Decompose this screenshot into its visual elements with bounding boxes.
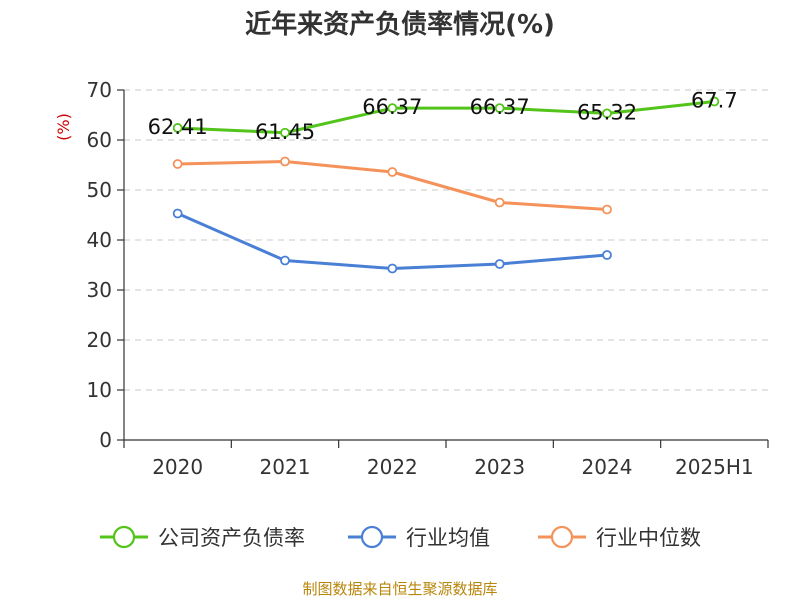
y-tick-label: 60	[87, 128, 112, 152]
x-tick-label: 2020	[152, 455, 203, 479]
legend-label: 行业均值	[406, 526, 490, 550]
x-tick-label: 2022	[367, 455, 418, 479]
x-tick-label: 2024	[582, 455, 633, 479]
data-label: 66.37	[362, 95, 422, 119]
data-label: 61.45	[255, 120, 315, 144]
x-tick-label: 2021	[260, 455, 311, 479]
series-line	[177, 100, 715, 135]
data-point	[172, 123, 183, 133]
data-point	[494, 103, 505, 114]
data-label: 66.37	[470, 95, 530, 119]
legend-label: 公司资产负债率	[158, 526, 305, 550]
data-point	[172, 159, 183, 169]
legend-swatch-marker	[112, 525, 136, 549]
data-point	[280, 127, 290, 138]
y-tick-label: 40	[87, 228, 112, 252]
data-point	[709, 96, 720, 107]
data-point	[387, 263, 398, 274]
series-line	[177, 212, 608, 270]
data-point	[280, 156, 290, 167]
y-tick-label: 70	[87, 78, 112, 102]
y-tick-label: 10	[87, 378, 112, 402]
x-tick-label: 2023	[474, 455, 525, 479]
chart-title: 近年来资产负债率情况(%)	[245, 10, 555, 40]
data-point	[172, 208, 183, 219]
data-point	[602, 204, 612, 215]
legend-swatch-marker	[360, 525, 384, 549]
data-label: 65.32	[577, 100, 637, 124]
data-point	[280, 255, 290, 266]
y-tick-label: 0	[99, 428, 112, 452]
y-tick-label: 50	[87, 178, 112, 202]
y-axis-label: (%)	[54, 113, 73, 141]
axes: 0 10 20 30 40 50 60 70 2020 2021 2022 2023 2024 2025H…	[87, 78, 769, 479]
legend-label: 行业中位数	[596, 526, 701, 550]
data-point	[387, 167, 398, 177]
data-label: 67.7	[691, 89, 738, 113]
data-point	[494, 197, 505, 208]
legend: 公司资产负债率 行业均值 行业中位数	[100, 525, 701, 550]
x-tick-label: 2025H1	[675, 455, 754, 479]
legend-swatch-marker	[550, 525, 574, 549]
data-point	[387, 103, 398, 114]
y-tick-label: 30	[87, 278, 112, 302]
series-lines	[172, 96, 720, 274]
data-point	[602, 108, 612, 119]
source-note: 制图数据来自恒生聚源数据库	[302, 580, 498, 598]
data-labels: 62.41 61.45 66.37 66.37 65.32 67.7	[148, 89, 738, 144]
data-point	[602, 250, 612, 260]
data-label: 62.41	[148, 115, 208, 139]
grid-lines	[124, 89, 768, 391]
data-point	[494, 259, 505, 269]
y-tick-label: 20	[87, 328, 112, 352]
